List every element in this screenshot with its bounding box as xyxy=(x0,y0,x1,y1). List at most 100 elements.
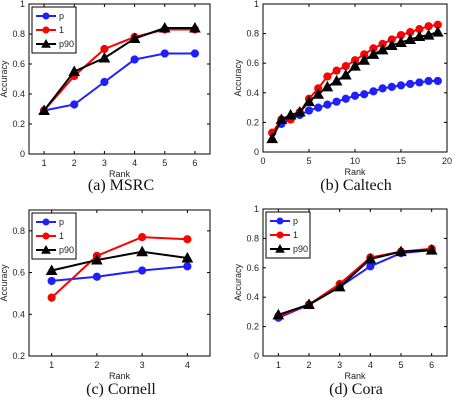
y-axis-label: Accuracy xyxy=(0,264,9,302)
legend-marker-p90 xyxy=(275,243,285,253)
legend-label-1: 1 xyxy=(293,230,298,240)
x-axis-label: Rank xyxy=(344,371,366,381)
series-line-p90 xyxy=(43,27,195,112)
x-tick-label: 6 xyxy=(429,360,434,370)
x-tick-label: 1 xyxy=(49,360,54,370)
y-tick-label: 0 xyxy=(254,351,259,361)
legend-marker-p90 xyxy=(41,244,51,254)
x-tick-label: 20 xyxy=(442,156,452,166)
data-point-p xyxy=(160,49,169,58)
x-tick-label: 3 xyxy=(102,158,107,168)
data-point-p90 xyxy=(395,36,407,47)
data-point-p90 xyxy=(367,48,380,59)
legend-label-1: 1 xyxy=(59,25,64,35)
data-point-p90 xyxy=(349,60,361,71)
x-tick-label: 15 xyxy=(396,156,406,166)
data-point-p90 xyxy=(158,21,171,33)
data-point-p xyxy=(350,91,360,100)
x-axis-label: Rank xyxy=(109,169,131,179)
caption-msrc: (a) MSRC xyxy=(87,177,155,194)
y-tick-label: 0.6 xyxy=(246,58,259,68)
y-tick-label: 1 xyxy=(254,0,259,9)
data-point-p90 xyxy=(38,104,50,115)
series-line-p90 xyxy=(278,249,432,316)
data-point-p90 xyxy=(339,69,352,80)
data-point-p90 xyxy=(303,298,315,310)
data-point-p xyxy=(47,276,56,286)
data-point-p xyxy=(424,76,433,86)
data-point-p90 xyxy=(68,65,81,76)
data-point-p90 xyxy=(181,251,194,263)
legend-label-p90: p90 xyxy=(59,245,74,255)
legend-marker-p xyxy=(276,217,284,225)
legend-label-p: p xyxy=(293,216,298,226)
x-tick-label: 4 xyxy=(368,360,373,370)
y-tick-label: 0.8 xyxy=(246,233,259,243)
data-point-p90 xyxy=(98,51,111,63)
legend-marker-p xyxy=(42,218,50,226)
y-tick-label: 0.8 xyxy=(246,29,259,39)
y-tick-label: 1 xyxy=(254,204,259,214)
data-point-p xyxy=(92,272,101,281)
data-point-p90 xyxy=(128,32,141,43)
y-tick-label: 0.6 xyxy=(246,263,259,273)
data-point-p xyxy=(396,81,406,90)
data-point-p xyxy=(323,100,332,109)
legend-label-1: 1 xyxy=(59,231,64,241)
data-point-p xyxy=(332,97,341,106)
data-point-1 xyxy=(183,235,192,244)
y-tick-label: 0.8 xyxy=(12,29,25,39)
series-line-p90 xyxy=(51,250,188,272)
data-point-p90 xyxy=(189,21,201,33)
x-tick-label: 2 xyxy=(72,158,77,168)
data-point-p90 xyxy=(364,252,377,264)
legend-marker-1 xyxy=(276,231,284,239)
data-point-p xyxy=(406,79,415,89)
data-point-p90 xyxy=(45,264,58,275)
x-axis-label: Rank xyxy=(344,167,366,177)
data-point-p90 xyxy=(413,30,426,42)
y-tick-label: 0.4 xyxy=(246,292,259,302)
data-point-p xyxy=(360,90,369,99)
data-point-p90 xyxy=(136,245,148,257)
y-axis-label: Accuracy xyxy=(233,59,243,97)
y-tick-label: 0.4 xyxy=(246,88,259,98)
y-tick-label: 0.2 xyxy=(12,119,25,129)
data-point-1 xyxy=(332,66,341,75)
y-tick-label: 0.2 xyxy=(12,351,25,361)
y-axis-label: Accuracy xyxy=(233,263,243,301)
data-point-p xyxy=(130,55,139,64)
x-tick-label: 3 xyxy=(337,360,342,370)
data-point-p xyxy=(415,78,424,87)
y-tick-label: 0.4 xyxy=(12,309,25,319)
data-point-p xyxy=(366,262,375,271)
data-point-p90 xyxy=(275,113,288,124)
x-tick-label: 3 xyxy=(140,360,145,370)
data-point-p90 xyxy=(321,80,334,92)
data-point-p90 xyxy=(330,74,343,86)
y-tick-label: 0 xyxy=(254,147,259,157)
legend-label-p: p xyxy=(59,11,64,21)
data-point-1 xyxy=(323,72,332,81)
data-point-p90 xyxy=(303,95,315,107)
data-point-p xyxy=(304,106,314,115)
series-line-1 xyxy=(43,28,195,112)
legend-label-p90: p90 xyxy=(59,39,74,49)
y-tick-label: 0.6 xyxy=(12,59,25,69)
caption-cornell: (c) Cornell xyxy=(86,381,156,398)
data-point-1 xyxy=(138,233,147,242)
data-point-p90 xyxy=(312,88,325,99)
legend-marker-p xyxy=(42,12,50,20)
x-tick-label: 5 xyxy=(398,360,403,370)
x-tick-label: 10 xyxy=(350,156,360,166)
caption-caltech: (b) Caltech xyxy=(320,177,392,194)
legend-marker-1 xyxy=(42,232,50,240)
y-tick-label: 1 xyxy=(20,0,25,9)
data-point-p90 xyxy=(395,245,407,257)
x-tick-label: 0 xyxy=(260,156,265,166)
data-point-p90 xyxy=(376,43,389,55)
x-tick-label: 5 xyxy=(162,158,167,168)
x-tick-label: 2 xyxy=(94,360,99,370)
data-point-p xyxy=(369,87,378,96)
